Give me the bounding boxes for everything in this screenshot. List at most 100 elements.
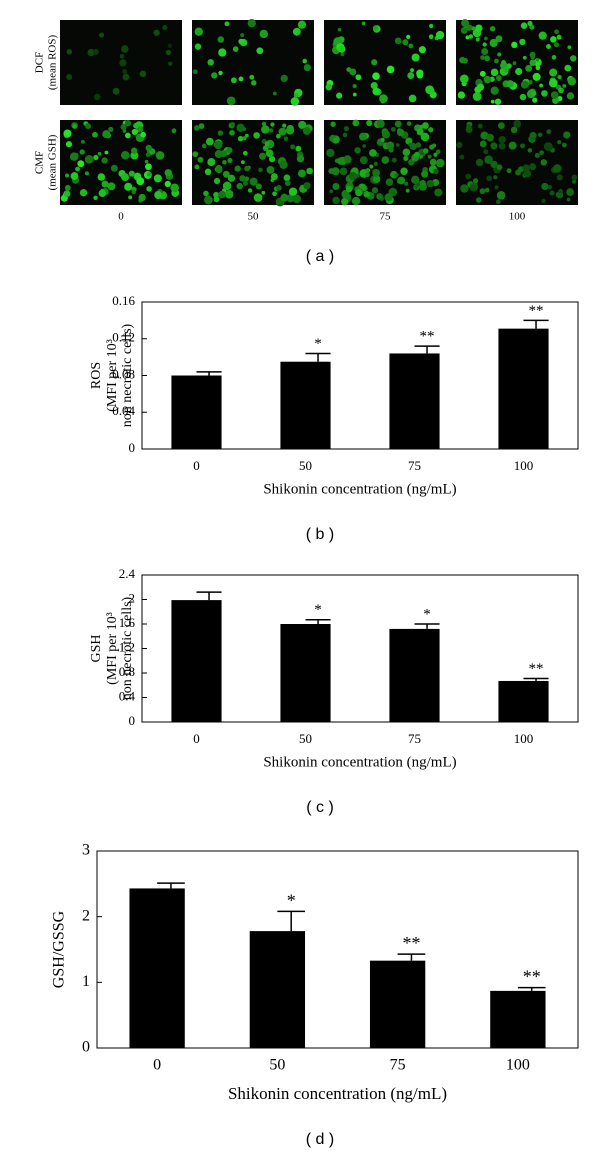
cell [359,132,368,141]
cell [363,190,370,198]
cell [226,147,233,154]
cell [242,127,247,131]
cell [394,120,402,128]
cell [537,132,543,138]
cell [145,163,152,171]
cell [461,19,470,28]
cell [214,150,223,158]
cell [104,150,109,155]
cell [153,174,162,183]
cell [131,128,138,136]
row-label: DCF [34,52,46,73]
cell [120,123,127,130]
cell [70,172,79,180]
cell [337,27,342,32]
cell [381,130,391,139]
significance-marker: ** [420,329,435,345]
cell [80,139,85,144]
cell [261,125,270,134]
cell [376,119,385,128]
cell [556,174,563,181]
row-label: CMF [34,151,46,174]
cell [404,181,409,186]
cell [418,46,426,54]
cell [261,190,266,195]
panel-label: ( d ) [306,1131,334,1148]
cell [93,195,98,201]
cell [506,168,512,174]
cell [275,185,282,191]
cell [384,193,393,202]
cell [259,29,268,39]
cell [557,74,562,80]
cell [194,27,203,36]
cell [249,177,258,186]
cell [415,142,421,148]
cell [475,24,483,32]
cell [426,179,434,188]
cell [484,36,488,41]
cell [528,80,533,85]
y-tick-label: 0.12 [112,330,135,345]
cell [211,72,218,79]
cell [408,94,417,103]
cell [422,148,429,154]
cell [213,191,220,198]
cell [484,155,493,164]
cell [562,142,567,148]
cell [107,182,116,191]
y-tick-label: 0 [129,440,136,455]
cell [518,166,525,173]
cell [497,122,505,130]
bar [171,600,222,722]
cell [121,173,130,182]
cell [394,173,399,177]
cell [119,59,127,67]
cell [218,70,223,76]
bar [490,990,546,1048]
cell [366,119,373,127]
cell [391,157,397,163]
cell [203,190,209,197]
cell [541,198,546,204]
x-tick-label: 0 [193,731,200,746]
cell [369,149,377,157]
cell [230,77,237,84]
cell [224,189,234,199]
cell [343,155,352,164]
cell [435,30,445,40]
cell [226,96,236,106]
cell [87,48,95,57]
cell [227,157,233,164]
cell [475,158,484,167]
cell [531,91,537,96]
x-tick-label: 0 [153,1057,161,1074]
cell [495,35,503,43]
cell [283,136,289,141]
cell [215,166,223,174]
cell [280,74,288,83]
cell [253,132,260,139]
cell [462,57,468,64]
cell [218,190,226,199]
cell [328,168,335,174]
column-label: 50 [248,211,260,223]
x-tick-label: 100 [514,458,534,473]
y-tick-label: 0 [82,1039,90,1056]
cell [337,157,345,165]
cell [402,148,411,156]
cell [278,127,287,136]
cell [352,119,360,127]
cell [506,63,512,69]
bar [498,328,549,449]
cell [222,159,227,165]
cell [496,164,503,171]
cell [365,172,370,177]
cell [411,175,420,185]
cell [410,68,415,73]
cell [205,137,214,146]
cell [346,185,353,193]
cell [292,194,302,204]
cell [97,173,106,181]
cell [566,188,575,197]
